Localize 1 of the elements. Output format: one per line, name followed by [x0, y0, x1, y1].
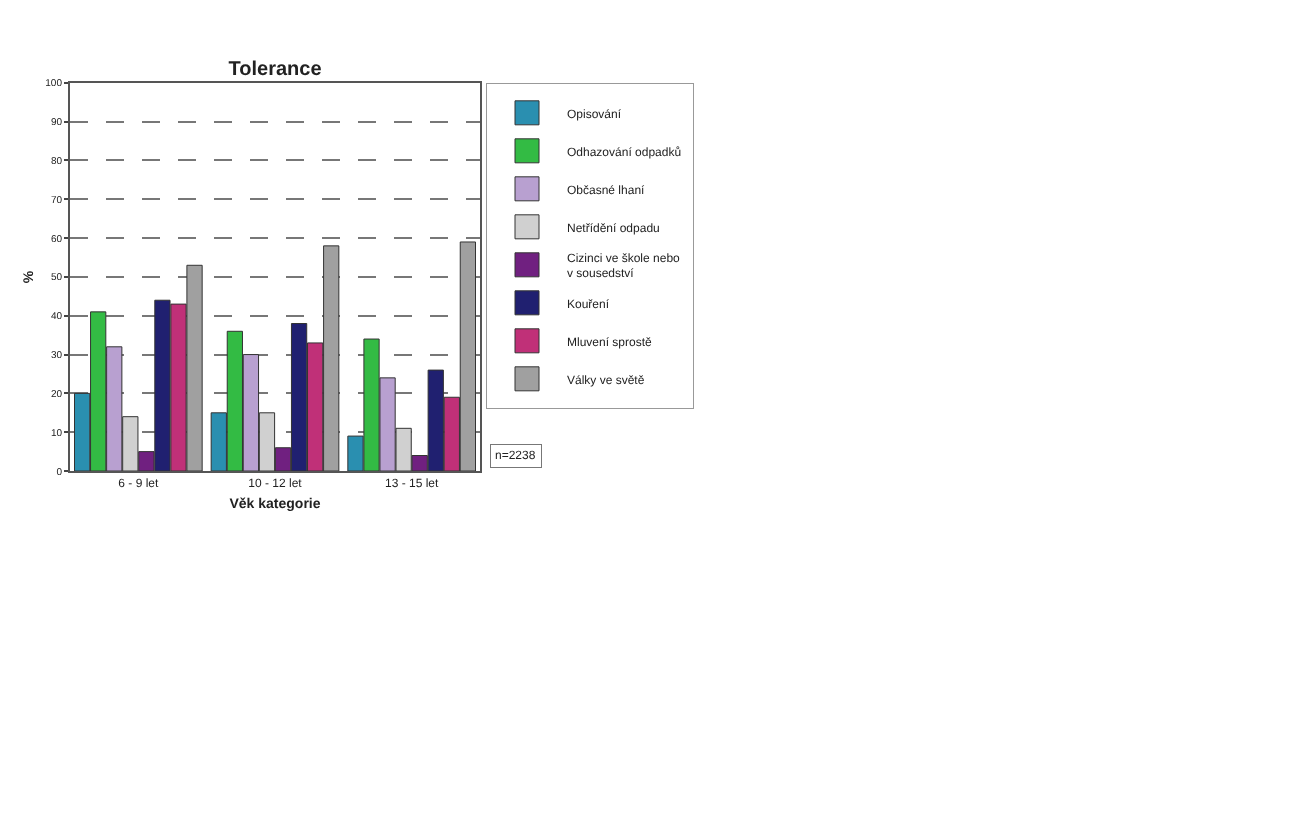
chart-title: Tolerance [228, 59, 323, 81]
